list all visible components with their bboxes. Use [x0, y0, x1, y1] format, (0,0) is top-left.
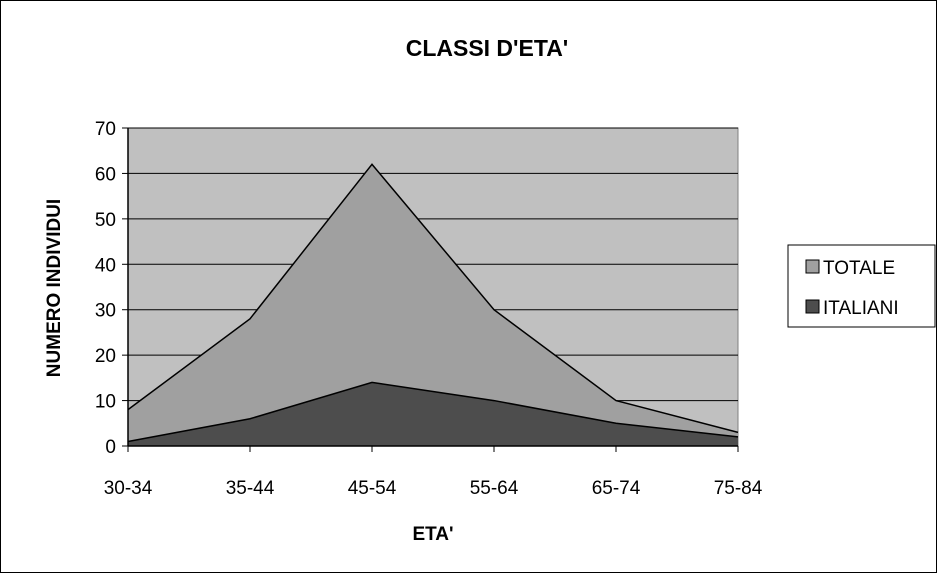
x-tick-label: 75-84: [714, 478, 763, 499]
legend-label-totale: TOTALE: [823, 258, 895, 279]
area-totale: [128, 164, 738, 447]
area-series: [127, 163, 739, 447]
chart-title: CLASSI D'ETA': [406, 35, 569, 61]
x-tick-label: 45-54: [348, 478, 397, 499]
x-tick-label: 65-74: [592, 478, 641, 499]
y-tick-labels: 0 10 20 30 40 50 60 70: [95, 119, 116, 458]
x-tick-label: 35-44: [226, 478, 275, 499]
y-tick-label: 30: [95, 301, 116, 322]
area-italiani: [128, 382, 738, 446]
x-tick-label: 55-64: [470, 478, 519, 499]
line-totale: [127, 163, 739, 434]
y-axis-title: NUMERO INDIVIDUI: [44, 199, 65, 377]
x-tick-labels: 30-34 35-44 45-54 55-64 65-74 75-84: [104, 478, 763, 499]
legend-label-italiani: ITALIANI: [823, 298, 899, 319]
legend-swatch-italiani: [805, 299, 820, 314]
y-tick-label: 10: [95, 392, 116, 413]
x-tick-label: 30-34: [104, 478, 153, 499]
legend: TOTALE ITALIANI: [787, 244, 936, 328]
y-tick-label: 50: [95, 210, 116, 231]
y-tick-label: 40: [95, 255, 116, 276]
line-italiani: [127, 381, 739, 443]
axes: [122, 127, 739, 452]
y-tick-label: 70: [95, 119, 116, 140]
x-axis-title: ETA': [412, 524, 453, 545]
y-tick-label: 0: [105, 437, 116, 458]
y-tick-label: 20: [95, 346, 116, 367]
legend-swatch-totale: [805, 259, 820, 274]
y-tick-label: 60: [95, 164, 116, 185]
